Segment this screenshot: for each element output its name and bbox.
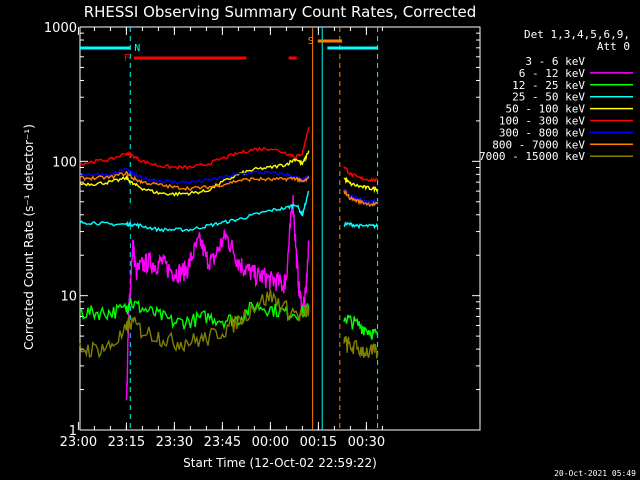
- y-tick-label: 100: [52, 155, 77, 170]
- series-line-12-25-kev: [79, 297, 310, 331]
- series-line-100-300-kev: [79, 126, 310, 171]
- x-tick-label: 23:00: [60, 435, 97, 450]
- n-flag-label: N: [134, 43, 140, 54]
- plot-frame: [79, 26, 481, 431]
- legend-label: 3 - 6 keV: [525, 55, 585, 68]
- legend-label: 300 - 800 keV: [499, 126, 585, 139]
- series-line-7000-15000-kev-after-gap: [343, 335, 379, 359]
- timestamp: 20-Oct-2021 05:49: [554, 469, 636, 478]
- legend-label: 50 - 100 keV: [506, 103, 586, 116]
- series-line-800-7000-kev-after-gap: [343, 189, 379, 208]
- series-line-6-12-kev: [125, 194, 310, 401]
- legend-label: 25 - 50 keV: [512, 91, 585, 104]
- series-line-25-50-kev: [79, 190, 310, 233]
- series-line-100-300-kev-after-gap: [343, 166, 379, 183]
- x-tick-label: 23:30: [156, 435, 193, 450]
- series-line-50-100-kev-after-gap: [343, 176, 379, 194]
- y-tick-label: 1000: [44, 21, 77, 36]
- x-tick-label: 23:45: [204, 435, 241, 450]
- legend-header-line2: Att 0: [597, 40, 630, 53]
- series-line-7000-15000-kev: [79, 289, 310, 359]
- legend-label: 12 - 25 keV: [512, 79, 585, 92]
- y-tick-label: 10: [60, 290, 77, 305]
- f-flag-label: F: [124, 53, 130, 64]
- s-flag-label: S: [308, 36, 314, 47]
- x-tick-label: 00:30: [348, 435, 385, 450]
- x-tick-label: 00:15: [300, 435, 337, 450]
- legend-label: 800 - 7000 keV: [492, 138, 585, 151]
- x-tick-label: 00:00: [252, 435, 289, 450]
- y-tick-label: 1: [69, 424, 77, 439]
- y-axis-label: Corrected Count Rate (s⁻¹ detector⁻¹): [22, 124, 36, 350]
- x-axis-label: Start Time (12-Oct-02 22:59:22): [183, 456, 377, 470]
- legend-label: 7000 - 15000 keV: [479, 150, 585, 163]
- legend-label: 6 - 12 keV: [519, 67, 586, 80]
- series-line-3-6-kev: [125, 181, 310, 423]
- series-line-25-50-kev-after-gap: [343, 221, 379, 230]
- x-tick-label: 23:15: [108, 435, 145, 450]
- series-line-800-7000-kev: [79, 170, 310, 192]
- series-line-12-25-kev-after-gap: [343, 314, 379, 340]
- chart-title: RHESSI Observing Summary Count Rates, Co…: [84, 3, 477, 21]
- legend-header-line1: Det 1,3,4,5,6,9,: [524, 28, 630, 41]
- series-line-50-100-kev: [79, 150, 310, 197]
- legend-label: 100 - 300 keV: [499, 115, 585, 128]
- series-line-300-800-kev: [79, 167, 310, 185]
